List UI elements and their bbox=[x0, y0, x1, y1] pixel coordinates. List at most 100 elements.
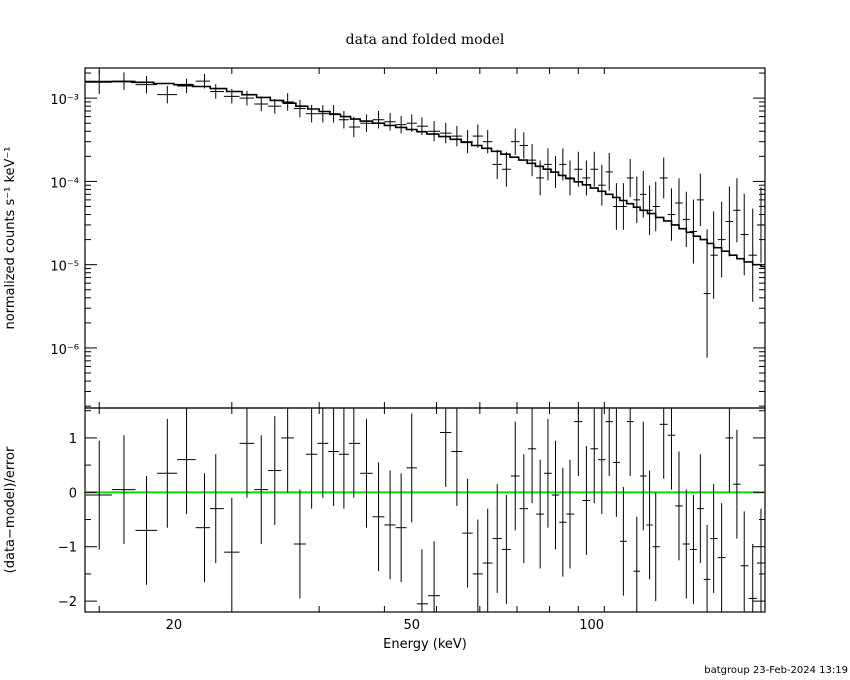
bottom-plot-frame bbox=[84, 407, 766, 613]
residual-point bbox=[740, 511, 749, 612]
data-point bbox=[659, 157, 668, 199]
residual-point bbox=[710, 484, 718, 593]
data-point bbox=[733, 178, 741, 243]
data-point bbox=[85, 70, 112, 94]
residual-point bbox=[210, 454, 224, 564]
data-point bbox=[612, 183, 620, 230]
residual-point bbox=[612, 408, 620, 517]
data-point bbox=[195, 73, 211, 89]
data-point bbox=[317, 104, 329, 123]
y-tick-label: 10⁻⁵ bbox=[50, 260, 79, 275]
residual-point bbox=[85, 440, 112, 550]
residual-point bbox=[675, 451, 683, 561]
residual-point bbox=[395, 473, 407, 583]
residual-point bbox=[598, 408, 606, 515]
residual-point bbox=[696, 454, 704, 564]
residual-point bbox=[157, 418, 178, 528]
data-point bbox=[710, 211, 718, 299]
data-point bbox=[717, 201, 726, 278]
data-point bbox=[239, 90, 255, 106]
data-point bbox=[510, 128, 520, 155]
data-point bbox=[519, 132, 528, 159]
residual-point bbox=[416, 549, 429, 612]
bottom-panel: 1 0 −1 −2 20 50 100 bbox=[58, 407, 766, 633]
residual-point bbox=[281, 408, 294, 493]
residual-point bbox=[501, 495, 511, 604]
residual-point bbox=[544, 418, 552, 528]
data-point bbox=[740, 193, 749, 276]
data-point bbox=[640, 170, 647, 218]
residual-point bbox=[527, 408, 537, 504]
residual-point bbox=[111, 435, 136, 544]
y-tick-label: 10⁻⁶ bbox=[50, 343, 79, 358]
y-tick-label: 10⁻⁴ bbox=[50, 176, 79, 191]
data-point bbox=[111, 72, 136, 90]
residual-point bbox=[372, 462, 385, 572]
data-point bbox=[210, 84, 224, 99]
data-point bbox=[652, 181, 660, 232]
data-point bbox=[177, 78, 196, 94]
residual-point bbox=[717, 503, 726, 612]
data-point bbox=[428, 121, 440, 142]
residual-point bbox=[646, 470, 653, 580]
data-point bbox=[254, 96, 269, 112]
data-point bbox=[598, 164, 606, 206]
data-point bbox=[492, 149, 502, 179]
residual-point bbox=[652, 492, 660, 602]
residual-point bbox=[492, 484, 502, 593]
residual-point bbox=[462, 478, 473, 588]
residual-point bbox=[725, 408, 734, 493]
data-point bbox=[667, 188, 676, 241]
residual-point bbox=[439, 408, 452, 487]
residual-point bbox=[626, 408, 634, 476]
data-point bbox=[646, 185, 653, 236]
data-point bbox=[281, 93, 294, 111]
chart-title: data and folded model bbox=[346, 32, 505, 48]
residual-point bbox=[566, 459, 575, 569]
data-point bbox=[633, 176, 641, 224]
data-series bbox=[85, 70, 765, 358]
resid-y-tick-label: 0 bbox=[69, 486, 77, 501]
residual-point bbox=[268, 416, 282, 525]
x-tick-label: 100 bbox=[579, 618, 604, 633]
data-point bbox=[689, 199, 697, 264]
top-y-ticks: 10⁻³ 10⁻⁴ 10⁻⁵ 10⁻⁶ bbox=[50, 72, 765, 407]
residual-point bbox=[619, 486, 627, 596]
residual-point bbox=[239, 408, 255, 498]
top-y-axis-label: normalized counts s⁻¹ keV⁻¹ bbox=[3, 147, 18, 330]
data-point bbox=[472, 124, 483, 148]
residual-point bbox=[689, 495, 697, 604]
residual-point bbox=[338, 408, 349, 509]
residual-point bbox=[254, 435, 269, 544]
data-point bbox=[462, 130, 473, 154]
residual-point bbox=[135, 476, 158, 585]
data-point bbox=[328, 104, 339, 123]
data-point bbox=[451, 125, 463, 147]
data-point bbox=[696, 173, 704, 227]
data-point bbox=[566, 160, 575, 196]
residual-point bbox=[748, 544, 757, 612]
data-point bbox=[293, 99, 306, 118]
data-point bbox=[559, 148, 567, 181]
footer-stamp: batgroup 23-Feb-2024 13:19 bbox=[704, 665, 848, 676]
data-point bbox=[703, 229, 711, 358]
residual-point bbox=[605, 408, 613, 476]
x-axis-label: Energy (keV) bbox=[383, 637, 467, 652]
data-point bbox=[348, 116, 361, 138]
residual-point bbox=[305, 408, 318, 509]
data-point bbox=[725, 186, 734, 257]
residual-point bbox=[582, 446, 591, 555]
bottom-x-ticks: 20 50 100 bbox=[98, 408, 605, 633]
data-point bbox=[605, 152, 613, 191]
data-point bbox=[551, 155, 560, 188]
residual-point bbox=[633, 516, 641, 612]
residual-point bbox=[195, 473, 211, 583]
residual-point bbox=[703, 524, 711, 612]
residual-point bbox=[293, 489, 306, 599]
residual-point bbox=[551, 440, 560, 550]
residual-point bbox=[451, 408, 463, 506]
data-point bbox=[338, 110, 349, 129]
data-point bbox=[682, 191, 690, 248]
